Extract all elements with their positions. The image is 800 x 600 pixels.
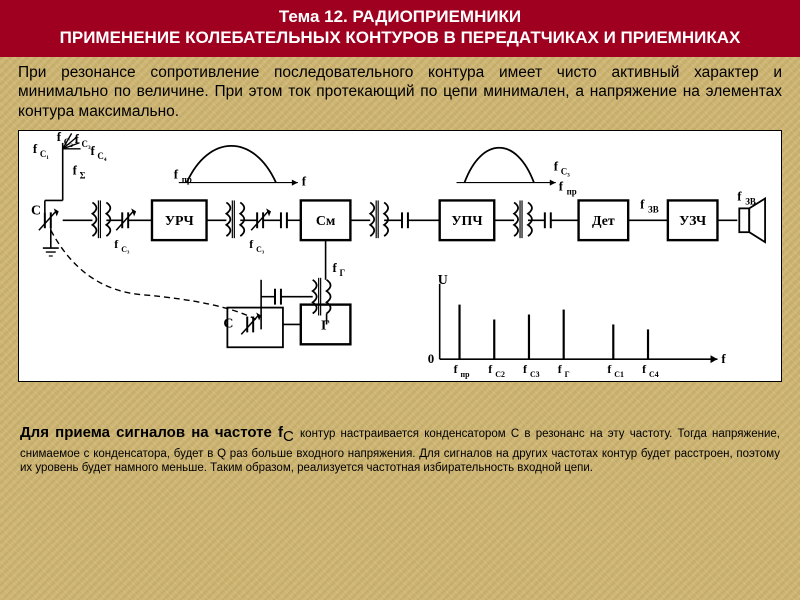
svg-text:пр: пр — [461, 370, 471, 379]
slide-page: Тема 12. РАДИОПРИЕМНИКИ ПРИМЕНЕНИЕ КОЛЕБ… — [0, 0, 800, 600]
svg-text:f: f — [249, 237, 254, 251]
svg-text:C₃: C₃ — [561, 167, 570, 177]
svg-text:Г: Г — [339, 268, 345, 278]
svg-text:C2: C2 — [495, 370, 505, 379]
svg-text:C4: C4 — [649, 370, 659, 379]
svg-text:C: C — [31, 203, 41, 218]
svg-text:Г: Г — [565, 370, 570, 379]
svg-text:См: См — [316, 214, 336, 229]
svg-text:f: f — [33, 142, 38, 156]
footer-lead-sub: C — [283, 428, 294, 445]
footer-lead: Для приема сигналов на частоте fC — [20, 424, 300, 441]
svg-text:C₂: C₂ — [64, 137, 73, 147]
svg-text:C1: C1 — [614, 370, 624, 379]
svg-text:Дет: Дет — [592, 214, 615, 229]
svg-text:C₄: C₄ — [97, 151, 106, 161]
svg-text:C₃: C₃ — [121, 245, 130, 254]
svg-text:C: C — [223, 316, 233, 331]
footer-paragraph: Для приема сигналов на частоте fC контур… — [0, 382, 800, 476]
svg-text:f: f — [488, 362, 493, 376]
svg-text:f: f — [57, 131, 62, 144]
svg-text:Σ: Σ — [80, 171, 86, 181]
header-line1: Тема 12. РАДИОПРИЕМНИКИ — [10, 6, 790, 27]
svg-text:УРЧ: УРЧ — [165, 214, 194, 229]
svg-text:f: f — [174, 168, 179, 182]
intro-paragraph: При резонансе сопротивление последовател… — [0, 57, 800, 126]
svg-text:f: f — [73, 164, 78, 178]
svg-text:f: f — [333, 261, 338, 275]
svg-text:f: f — [523, 362, 528, 376]
svg-text:f: f — [302, 175, 307, 189]
svg-text:f: f — [558, 362, 563, 376]
svg-text:f: f — [454, 362, 459, 376]
svg-text:f: f — [75, 132, 80, 146]
svg-text:f: f — [114, 237, 119, 251]
svg-text:C3: C3 — [530, 370, 540, 379]
svg-text:Г: Г — [321, 318, 330, 333]
svg-text:f: f — [640, 197, 645, 211]
svg-text:ЗВ: ЗВ — [648, 204, 659, 214]
footer-lead-text: Для приема сигналов на частоте f — [20, 424, 283, 441]
svg-text:f: f — [554, 160, 559, 174]
svg-text:f: f — [607, 362, 612, 376]
svg-text:C₃: C₃ — [256, 245, 265, 254]
svg-text:пр: пр — [567, 186, 577, 196]
circuit-diagram: fC₁fC₂fC₃fC₄fΣCfC₃УРЧfC₃СмУПЧfпрДетfЗВУЗ… — [18, 130, 782, 382]
svg-text:f: f — [642, 362, 647, 376]
svg-text:f: f — [721, 352, 726, 366]
svg-text:f: f — [737, 189, 742, 203]
svg-text:0: 0 — [428, 352, 434, 366]
slide-header: Тема 12. РАДИОПРИЕМНИКИ ПРИМЕНЕНИЕ КОЛЕБ… — [0, 0, 800, 57]
header-line2: ПРИМЕНЕНИЕ КОЛЕБАТЕЛЬНЫХ КОНТУРОВ В ПЕРЕ… — [10, 27, 790, 48]
diagram-svg: fC₁fC₂fC₃fC₄fΣCfC₃УРЧfC₃СмУПЧfпрДетfЗВУЗ… — [19, 131, 781, 381]
svg-text:УЗЧ: УЗЧ — [679, 214, 706, 229]
svg-text:пр: пр — [182, 175, 192, 185]
svg-text:f: f — [559, 180, 564, 194]
svg-text:C₁: C₁ — [40, 149, 49, 159]
svg-text:УПЧ: УПЧ — [451, 214, 482, 229]
svg-text:f: f — [90, 144, 95, 158]
